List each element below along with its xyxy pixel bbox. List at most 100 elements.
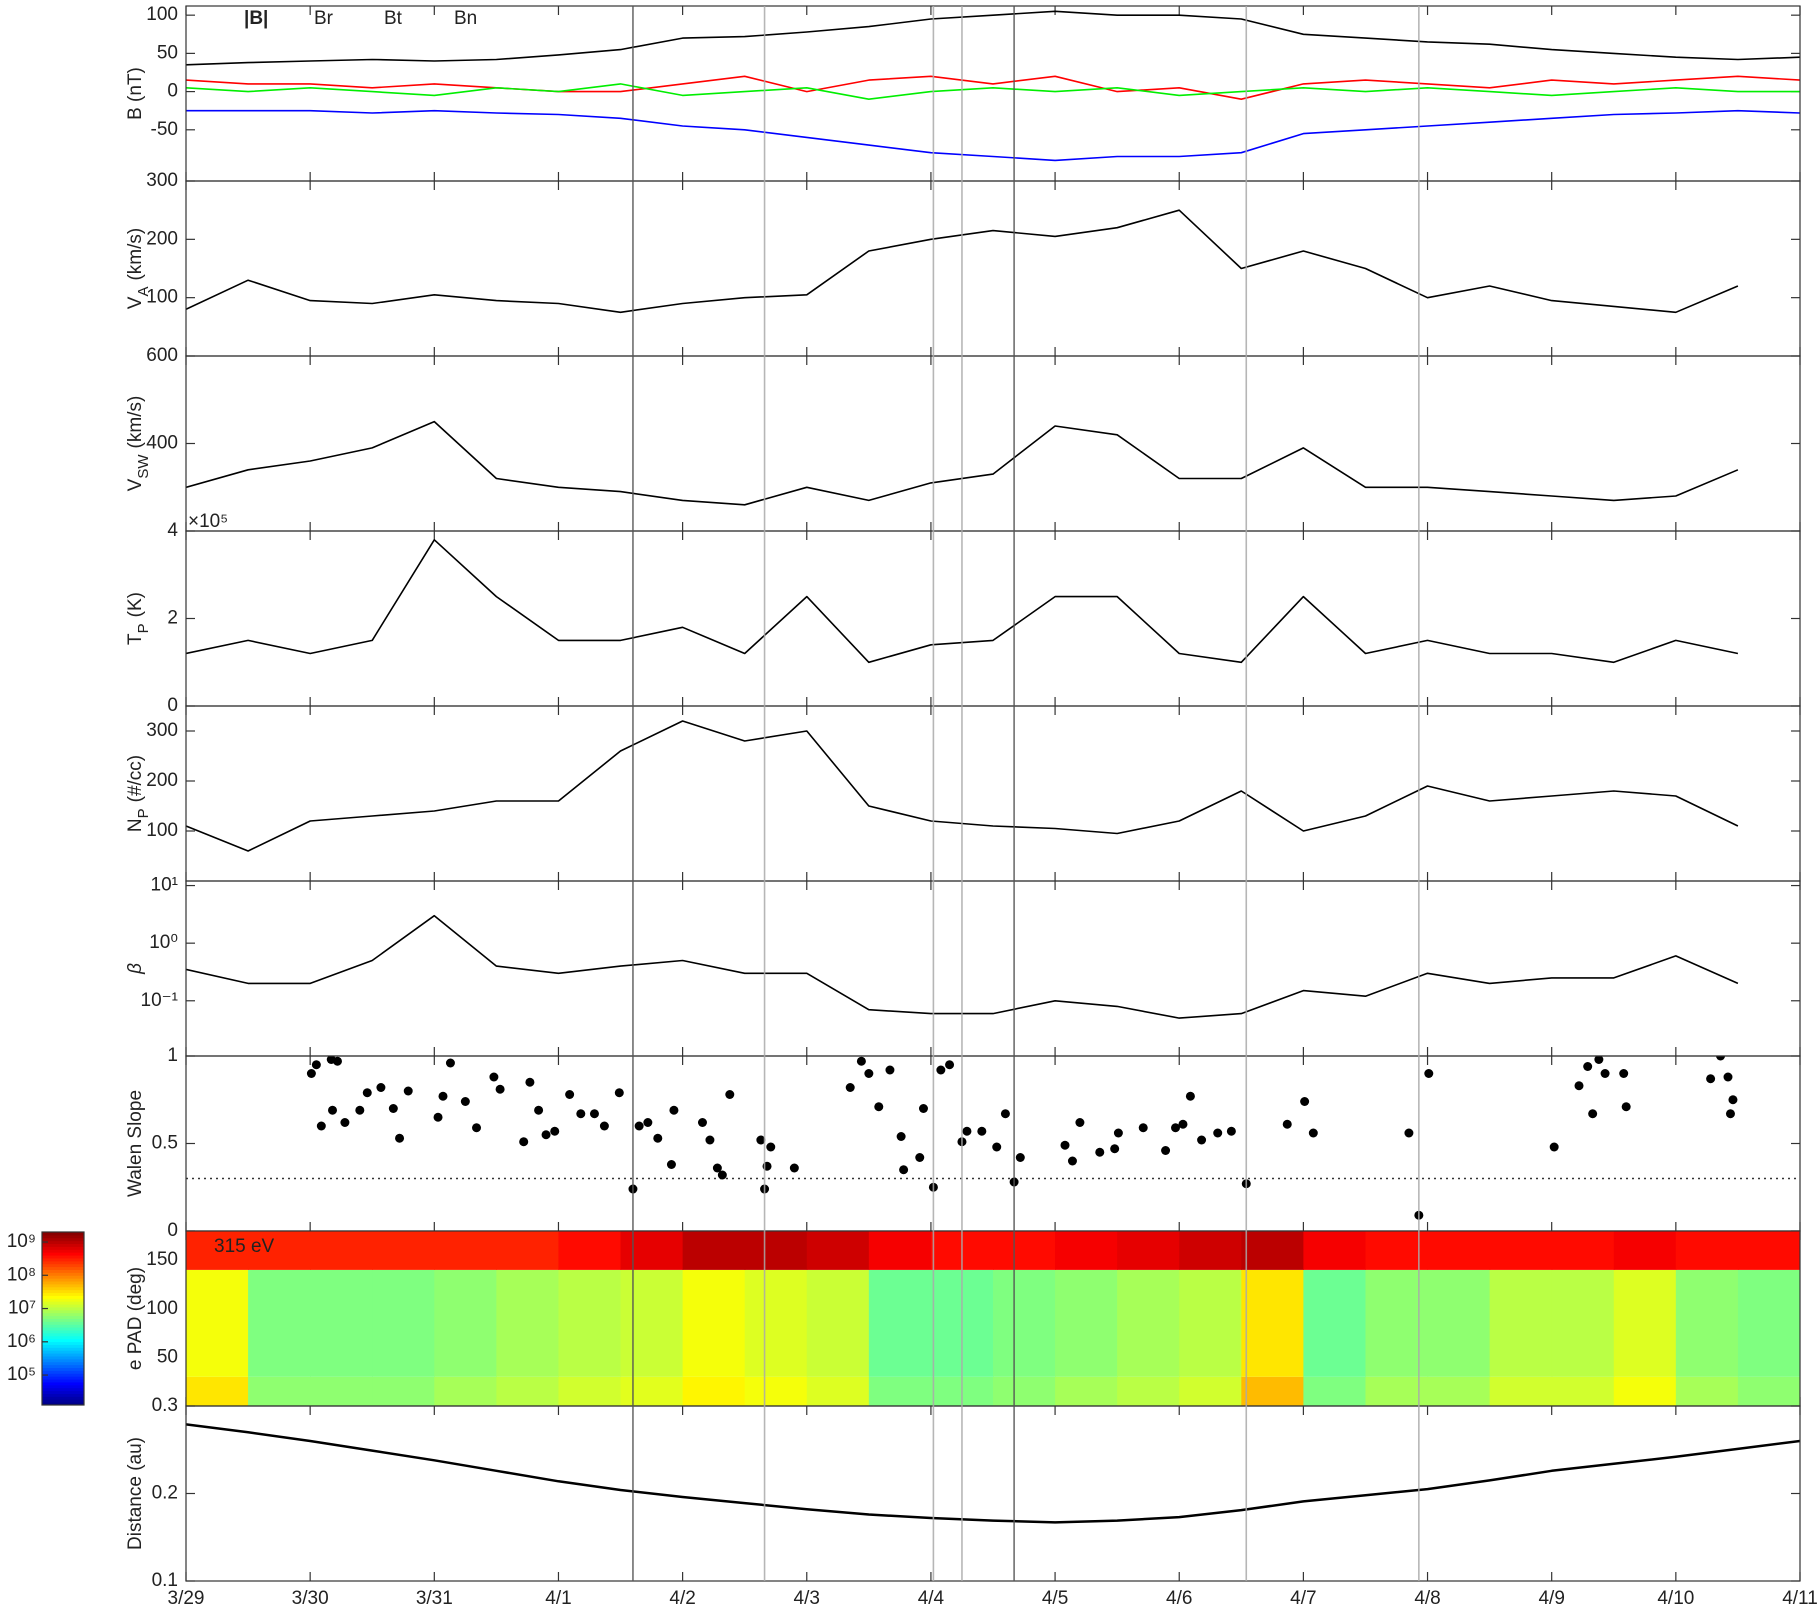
colorbar-tick-label: 10⁹ (7, 1231, 36, 1252)
heat-cell (1427, 1376, 1491, 1406)
heat-cell (1427, 1269, 1491, 1377)
point (1424, 1069, 1434, 1078)
colorbar-tick-label: 10⁸ (7, 1264, 36, 1285)
y-label: β (125, 963, 146, 975)
colorbar-strip (42, 1376, 84, 1380)
y-tick-label: -50 (151, 119, 178, 140)
heat-cell (682, 1376, 746, 1406)
point (332, 1056, 342, 1066)
colorbar-strip (42, 1344, 84, 1348)
y-label-text: Distance (au) (125, 1437, 146, 1550)
y-tick-label: 0.3 (152, 1395, 178, 1416)
heat-cell (1551, 1376, 1615, 1406)
plot-area (186, 1231, 1800, 1406)
heat-cell (868, 1269, 932, 1377)
y-tick-label: 100 (146, 4, 178, 25)
point (1308, 1128, 1318, 1138)
y-tick-label: 150 (146, 1249, 178, 1270)
heat-cell (1303, 1269, 1367, 1377)
y-label-text: Walen Slope (125, 1090, 146, 1197)
colorbar-strip (42, 1304, 84, 1308)
heat-cell (248, 1376, 311, 1406)
heat-cell (1179, 1269, 1242, 1377)
point (395, 1133, 405, 1143)
colorbar-strip (42, 1341, 84, 1345)
y-tick-label: 0 (167, 695, 178, 716)
y-label-text: T (125, 633, 146, 645)
point (874, 1102, 884, 1112)
heat-cell (744, 1231, 808, 1270)
y-tick-label: 4 (167, 520, 178, 541)
colorbar-strip (42, 1252, 84, 1256)
y-tick-label: 0 (167, 81, 178, 102)
y-tick-label: 0.2 (152, 1483, 178, 1504)
colorbar-tick-label: 10⁷ (8, 1298, 36, 1319)
x-tick-label: 4/3 (794, 1588, 820, 1609)
point (1197, 1135, 1207, 1145)
point (885, 1065, 895, 1075)
heat-cell (310, 1231, 373, 1270)
heat-cell (1737, 1269, 1800, 1377)
point (1213, 1128, 1223, 1138)
colorbar-strip (42, 1286, 84, 1291)
point (1594, 1056, 1604, 1064)
legend-entry: Br (314, 8, 334, 29)
colorbar-frame (41, 1231, 85, 1406)
y-tick-label: 300 (146, 720, 178, 741)
point (1725, 1109, 1735, 1119)
data-line (186, 10, 1800, 66)
point (1706, 1074, 1716, 1084)
heat-cell (1551, 1231, 1615, 1270)
y-label-text: V (125, 296, 146, 309)
point (1226, 1126, 1236, 1136)
x-tick-label: 4/11 (1782, 1588, 1818, 1609)
panel: 0.1 0.2 0.3 3/29 3/30 3/31 4/1 4/2 4/3 4/4 4/5 4/6 4… (125, 1395, 1818, 1609)
y-label: VA (km/s) (125, 228, 152, 309)
y-label-sub: A (135, 287, 152, 297)
point (614, 1088, 624, 1098)
point (1574, 1081, 1584, 1091)
heat-cell (620, 1376, 684, 1406)
y-tick-label: 1 (167, 1045, 178, 1066)
point (565, 1090, 575, 1099)
point (388, 1104, 398, 1113)
point (1015, 1153, 1025, 1162)
x-tick-label: 4/9 (1538, 1588, 1564, 1609)
point (1600, 1069, 1610, 1078)
y-tick-label: 400 (146, 433, 178, 454)
point (1619, 1069, 1629, 1078)
y-tick-label: 100 (146, 287, 178, 308)
heat-cell (186, 1231, 249, 1270)
colorbar-strip (42, 1347, 84, 1351)
x-tick-label: 3/31 (416, 1588, 453, 1609)
heat-cell (1551, 1269, 1615, 1377)
point (936, 1065, 946, 1075)
colorbar-strip (42, 1260, 84, 1265)
point (311, 1060, 321, 1070)
point (1282, 1119, 1292, 1129)
point (316, 1121, 326, 1131)
heat-cell (1241, 1376, 1304, 1406)
heat-cell (1675, 1231, 1739, 1270)
point (1171, 1123, 1181, 1133)
annotation: 315 eV (214, 1236, 275, 1257)
multiplier: ×10⁵ (188, 511, 228, 532)
point (845, 1083, 855, 1092)
y-label: B (nT) (125, 67, 146, 120)
heat-cell (682, 1269, 746, 1377)
colorbar-strip (42, 1335, 84, 1340)
point (340, 1118, 350, 1127)
x-tick-label: 4/7 (1290, 1588, 1316, 1609)
y-label: e PAD (deg) (125, 1267, 146, 1370)
point (438, 1091, 448, 1101)
heat-cell (1613, 1269, 1677, 1377)
heat-cell (1427, 1231, 1491, 1270)
point (495, 1084, 505, 1094)
colorbar-strip (42, 1269, 84, 1273)
y-tick-label: 0.5 (152, 1133, 178, 1154)
y-label-text: V (125, 478, 146, 491)
point (306, 1069, 316, 1078)
point (1075, 1118, 1085, 1127)
heat-cell (1117, 1376, 1180, 1406)
y-label: TP (K) (125, 592, 152, 645)
